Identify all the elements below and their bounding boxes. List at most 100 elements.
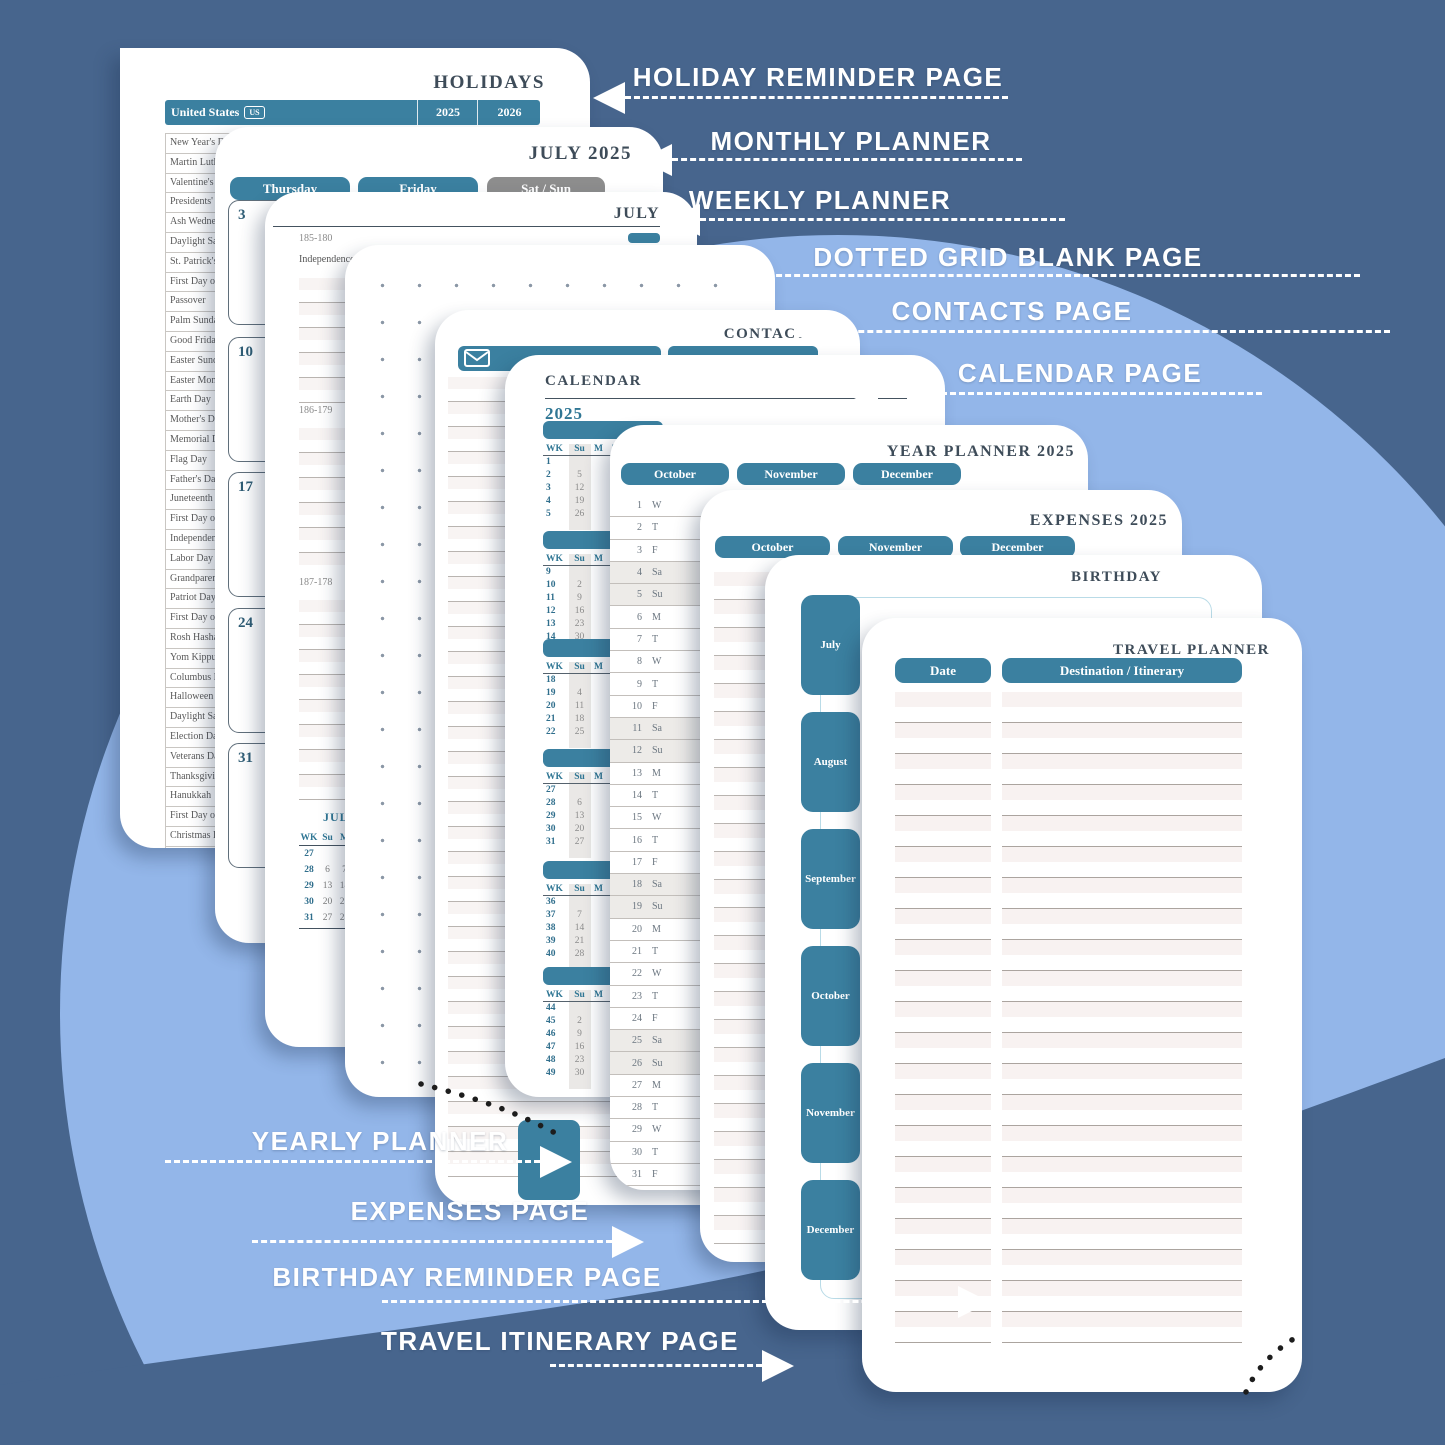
calendar-week-row: 22 25 bbox=[546, 727, 585, 737]
calendar-week-row: 18 bbox=[546, 675, 556, 685]
travel-destination-rows bbox=[1002, 692, 1242, 1343]
expenses-month-pill: November bbox=[838, 536, 953, 558]
travel-date-rows bbox=[895, 692, 991, 1343]
travel-date-column-header: Date bbox=[895, 658, 991, 683]
calendar-week-row: 5 26 bbox=[546, 509, 585, 519]
envelope-icon bbox=[464, 349, 490, 367]
arrow-left-icon bbox=[846, 378, 878, 410]
birthday-month-tab: July bbox=[801, 595, 860, 695]
dashed-line bbox=[550, 1364, 762, 1367]
calendar-week-row: 49 30 bbox=[546, 1068, 585, 1078]
calendar-week-row: 19 4 bbox=[546, 688, 582, 698]
calendar-week-row: 20 11 bbox=[546, 701, 585, 711]
sunday-shade bbox=[569, 990, 591, 1089]
calendar-week-row: 10 2 bbox=[546, 580, 582, 590]
arrow-left-icon bbox=[640, 144, 672, 176]
calendar-week-row: 40 28 bbox=[546, 949, 585, 959]
dashed-line bbox=[165, 1160, 540, 1163]
calendar-week-row: 14 30 bbox=[546, 632, 585, 642]
arrow-left-icon bbox=[593, 82, 625, 114]
calendar-week-row: 27 bbox=[546, 785, 556, 795]
annotation-label: EXPENSES PAGE bbox=[350, 1196, 590, 1226]
arrow-left-icon bbox=[726, 260, 758, 292]
calendar-week-row: 12 16 bbox=[546, 606, 585, 616]
weekly-title: JULY bbox=[613, 205, 660, 222]
holidays-header-bar: United States US 2025 2026 bbox=[165, 100, 540, 125]
birthday-month-tab: December bbox=[801, 1180, 860, 1280]
travel-title: TRAVEL PLANNER bbox=[1112, 642, 1270, 658]
calendar-week-row: 45 2 bbox=[546, 1016, 582, 1026]
calendar-week-row: 31 27 bbox=[546, 837, 585, 847]
calendar-week-row: 39 21 bbox=[546, 936, 585, 946]
calendar-week-row: 1 bbox=[546, 457, 551, 467]
sunday-shade bbox=[569, 444, 591, 530]
year-month-pill: October bbox=[621, 463, 729, 485]
annotation-label: YEARLY PLANNER bbox=[251, 1126, 509, 1156]
dashed-line bbox=[878, 392, 1262, 395]
calendar-week-row: 37 7 bbox=[546, 910, 582, 920]
year-planner-title: YEAR PLANNER 2025 bbox=[886, 443, 1075, 460]
annotation-label: HOLIDAY REMINDER PAGE bbox=[632, 62, 1004, 92]
calendar-week-row: 3 12 bbox=[546, 483, 585, 493]
dotted-arc-decoration-left bbox=[418, 1081, 560, 1137]
year-column-2026: 2026 bbox=[477, 100, 541, 125]
country-label: United States bbox=[171, 105, 240, 119]
year-month-pill: December bbox=[853, 463, 961, 485]
arrow-left-icon bbox=[790, 316, 822, 348]
dashed-line bbox=[700, 218, 1065, 221]
calendar-week-row: 28 6 bbox=[546, 798, 582, 808]
calendar-week-row: 36 bbox=[546, 897, 556, 907]
country-code-chip: US bbox=[244, 106, 265, 119]
birthday-month-tab: November bbox=[801, 1063, 860, 1163]
dashed-line bbox=[672, 158, 1022, 161]
mini-calendar-row: 2867 bbox=[304, 865, 347, 875]
calendar-week-row: 30 20 bbox=[546, 824, 585, 834]
mini-calendar-row: 27 bbox=[304, 849, 314, 859]
calendar-week-row: 21 18 bbox=[546, 714, 585, 724]
arrow-right-icon bbox=[958, 1286, 990, 1318]
annotation-label: CALENDAR PAGE bbox=[957, 358, 1203, 388]
weekly-rule bbox=[273, 226, 660, 227]
calendar-week-row: 11 9 bbox=[546, 593, 582, 603]
calendar-year: 2025 bbox=[545, 404, 583, 423]
annotation-label: TRAVEL ITINERARY PAGE bbox=[381, 1326, 739, 1356]
calendar-week-row: 9 bbox=[546, 567, 551, 577]
expenses-month-pill: December bbox=[960, 536, 1075, 558]
mini-calendar-rows: 27 2867 291314 302021 312728 bbox=[299, 846, 429, 926]
mini-calendar-row: 312728 bbox=[304, 913, 349, 923]
arrow-right-icon bbox=[762, 1350, 794, 1382]
annotation-label: DOTTED GRID BLANK PAGE bbox=[813, 242, 1203, 272]
year-column-2025: 2025 bbox=[417, 100, 478, 125]
mini-calendar-row: 291314 bbox=[304, 881, 349, 891]
sunday-shade bbox=[569, 772, 591, 858]
annotation-label: WEEKLY PLANNER bbox=[688, 185, 952, 215]
monthly-title: JULY 2025 bbox=[528, 143, 632, 164]
arrow-right-icon bbox=[612, 1226, 644, 1258]
travel-planner-page: TRAVEL PLANNER Date Destination / Itiner… bbox=[862, 618, 1302, 1392]
birthday-title: BIRTHDAY bbox=[1071, 569, 1162, 585]
holidays-title: HOLIDAYS bbox=[433, 72, 545, 93]
sunday-shade bbox=[569, 554, 591, 653]
day-counter: 187-178 bbox=[299, 577, 333, 588]
annotation-label: CONTACTS PAGE bbox=[891, 296, 1133, 326]
sunday-shade bbox=[569, 662, 591, 748]
holiday-note: Independence Day bbox=[299, 254, 374, 265]
calendar-week-row: 46 9 bbox=[546, 1029, 582, 1039]
dashed-line bbox=[382, 1300, 958, 1303]
calendar-week-row: 13 23 bbox=[546, 619, 585, 629]
weekly-teal-tab bbox=[628, 233, 660, 243]
year-month-pill: November bbox=[737, 463, 845, 485]
travel-destination-column-header: Destination / Itinerary bbox=[1002, 658, 1242, 683]
dashed-line bbox=[252, 1240, 612, 1243]
calendar-week-row: 44 bbox=[546, 1003, 556, 1013]
birthday-month-tab: September bbox=[801, 829, 860, 929]
calendar-week-row: 38 14 bbox=[546, 923, 585, 933]
calendar-week-row: 48 23 bbox=[546, 1055, 585, 1065]
annotation-label: BIRTHDAY REMINDER PAGE bbox=[272, 1262, 662, 1292]
mini-calendar-row: 302021 bbox=[304, 897, 349, 907]
calendar-title: CALENDAR bbox=[545, 373, 643, 389]
expenses-title: EXPENSES 2025 bbox=[1029, 512, 1168, 529]
dashed-line bbox=[758, 274, 1360, 277]
